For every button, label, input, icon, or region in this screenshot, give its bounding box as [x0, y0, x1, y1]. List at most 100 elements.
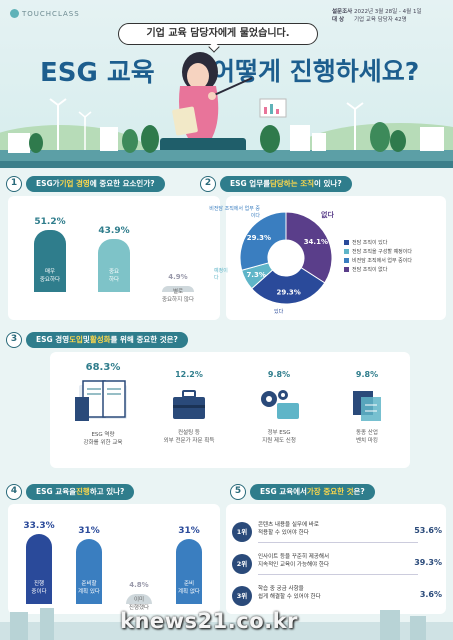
legend-swatch	[344, 249, 349, 254]
page-title-left: ESG 교육	[40, 58, 155, 88]
legend-item: 비전담 조직에서 업무 중이다	[344, 256, 412, 265]
rank-line2: 쉽게 해결할 수 있어야 한다	[258, 594, 321, 600]
section1-bar	[162, 286, 194, 292]
section3-item-label: 강화를 위한 교육	[83, 440, 123, 446]
section4-bar-label-line: 준비	[183, 581, 195, 587]
section4-bar-label-line: 이미	[133, 596, 145, 603]
section4-bar-label-line: 준비할	[81, 581, 97, 587]
gears-icon	[261, 390, 299, 419]
callout-plan: 예정이다	[214, 268, 228, 281]
section5-title-part: 은?	[353, 487, 365, 496]
section3-title-part: 및	[82, 335, 90, 344]
section4-title-part: 하고 있나?	[89, 487, 125, 496]
rank-divider	[258, 574, 418, 575]
section4-bar-label-line: 계획 없다	[178, 589, 200, 595]
section4-bar	[76, 538, 102, 604]
section4-bar	[26, 534, 52, 604]
section5-heading: 5 ESG 교육에서 가장 중요한 것 은?	[230, 484, 375, 500]
callout-exist: 있다	[274, 309, 284, 315]
section1-bar-label-line: 중요	[108, 269, 120, 275]
section4-bar-pct: 33.3%	[23, 521, 55, 531]
section5-number: 5	[230, 484, 246, 500]
section4-bar-label: 이미 진행했다	[109, 596, 169, 612]
legend-swatch	[344, 258, 349, 263]
rank-row-1: 1위 콘텐츠 내용을 실무에 바로 적용할 수 있어야 한다 53.6%	[232, 518, 444, 546]
rank-text: 학습 중 궁금 사항을 쉽게 해결할 수 있어야 한다	[258, 585, 321, 601]
donut-slice-label: 29.3%	[277, 288, 301, 296]
section5-title: ESG 교육에서 가장 중요한 것 은?	[250, 484, 375, 500]
donut-slice-label: 7.3%	[246, 271, 265, 279]
section1-card: 51.2% 매우 중요하다 43.9% 중요 하다 4.9% 별로 중요하지 않다	[8, 196, 220, 320]
landscape-illustration-icon	[0, 98, 453, 168]
section4-bar-label-line: 계획 있다	[78, 589, 100, 595]
donut-slice	[250, 267, 326, 305]
section1-bar	[98, 238, 130, 292]
legend-label: 전담 조직이 있다	[352, 240, 388, 246]
legend-label: 전담 조직을 구성할 예정이다	[352, 249, 412, 255]
donut-slice-label: 34.1%	[304, 238, 328, 246]
section4-bar-label-line: 진행	[33, 581, 45, 587]
rank-badge: 2위	[232, 554, 252, 574]
section2-title-part: 이 있나?	[314, 179, 342, 188]
legend-label: 비전담 조직에서 업무 중이다	[352, 258, 412, 264]
section5-title-part: ESG 교육에서	[260, 487, 307, 496]
section1-number: 1	[6, 176, 22, 192]
logo-text: TOUCHCLASS	[22, 9, 80, 18]
section4-bar-pct: 31%	[178, 525, 200, 536]
donut-slice	[239, 211, 287, 271]
section1-bar-label-line: 매우	[44, 269, 56, 275]
section4-heading: 4 ESG 교육을 진행 하고 있나?	[6, 484, 135, 500]
section3-item-pct: 12.2%	[175, 370, 203, 379]
section5-title-highlight: 가장 중요한 것	[306, 487, 354, 496]
section3-item-pct: 68.3%	[85, 362, 121, 373]
section3-title: ESG 경영 도입 및 활성화 를 위해 중요한 것은?	[26, 332, 188, 348]
section3-item-1: 68.3% ESG 역량 강화를 위한 교육	[68, 362, 138, 447]
section4-number: 4	[6, 484, 22, 500]
rank-row-2: 2위 인사이트 등을 꾸준히 제공해서 지속적인 교육이 가능해야 한다 39.…	[232, 550, 444, 578]
legend-label: 전담 조직이 없다	[352, 267, 388, 273]
section3-item-pct: 9.8%	[355, 370, 379, 379]
donut-slice	[285, 211, 333, 284]
donut-slice-label: 29.3%	[247, 234, 271, 242]
rank-line1: 콘텐츠 내용을 실무에 바로	[258, 522, 319, 528]
section3-item-label: 정부 ESG	[267, 430, 291, 436]
section4-bar	[176, 538, 202, 604]
survey-value: 2022년 3월 28일 - 4월 1일	[354, 9, 422, 15]
section4-bar	[126, 593, 152, 604]
rank-pct: 53.6%	[414, 526, 442, 535]
section4-bar-pct: 4.8%	[129, 580, 149, 589]
cube-icon	[353, 391, 381, 421]
rank-line1: 인사이트 등을 꾸준히 제공해서	[258, 554, 330, 560]
section1-bar-label: 중요 하다	[84, 268, 144, 284]
section2-heading: 2 ESG 업무를 담당하는 조직 이 있나?	[200, 176, 352, 192]
section4-title-highlight: 진행	[76, 487, 90, 496]
rank-badge: 1위	[232, 522, 252, 542]
section5-card: 1위 콘텐츠 내용을 실무에 바로 적용할 수 있어야 한다 53.6% 2위 …	[226, 504, 446, 614]
section4-bar-pct: 31%	[78, 525, 100, 536]
rank-line1: 학습 중 궁금 사항을	[258, 586, 304, 592]
rank-pct: 3.6%	[419, 590, 442, 599]
target-label: 대 상	[332, 17, 345, 23]
speech-bubble: 기업 교육 담당자에게 물었습니다.	[118, 23, 318, 45]
section4-bar-label: 진행 중이다	[9, 580, 69, 596]
logo: TOUCHCLASS	[10, 9, 80, 18]
section1-bar-label-line: 중요하다	[39, 277, 61, 283]
logo-mark-icon	[10, 9, 19, 18]
section2-number: 2	[200, 176, 216, 192]
briefcase-icon	[173, 390, 205, 419]
section2-card: 34.1% 29.3% 7.3% 29.3% 비전담 조직에서 업무 중이다 없다 예…	[209, 196, 446, 320]
callout-nonlead: 비전담 조직에서 업무 중이다	[209, 206, 260, 219]
section1-bar-pct: 51.2%	[34, 217, 66, 227]
section3-title-highlight: 활성화	[89, 335, 111, 344]
section3-title-part: ESG 경영	[36, 335, 70, 344]
section4-bar-label-line: 진행했다	[128, 604, 150, 611]
section1-bar-label: 별로 중요하지 않다	[148, 288, 208, 304]
section1-bar	[34, 230, 66, 292]
section1-bar-pct: 43.9%	[98, 225, 130, 236]
section1-title-part: 에 중요한 요소인가?	[89, 179, 155, 188]
